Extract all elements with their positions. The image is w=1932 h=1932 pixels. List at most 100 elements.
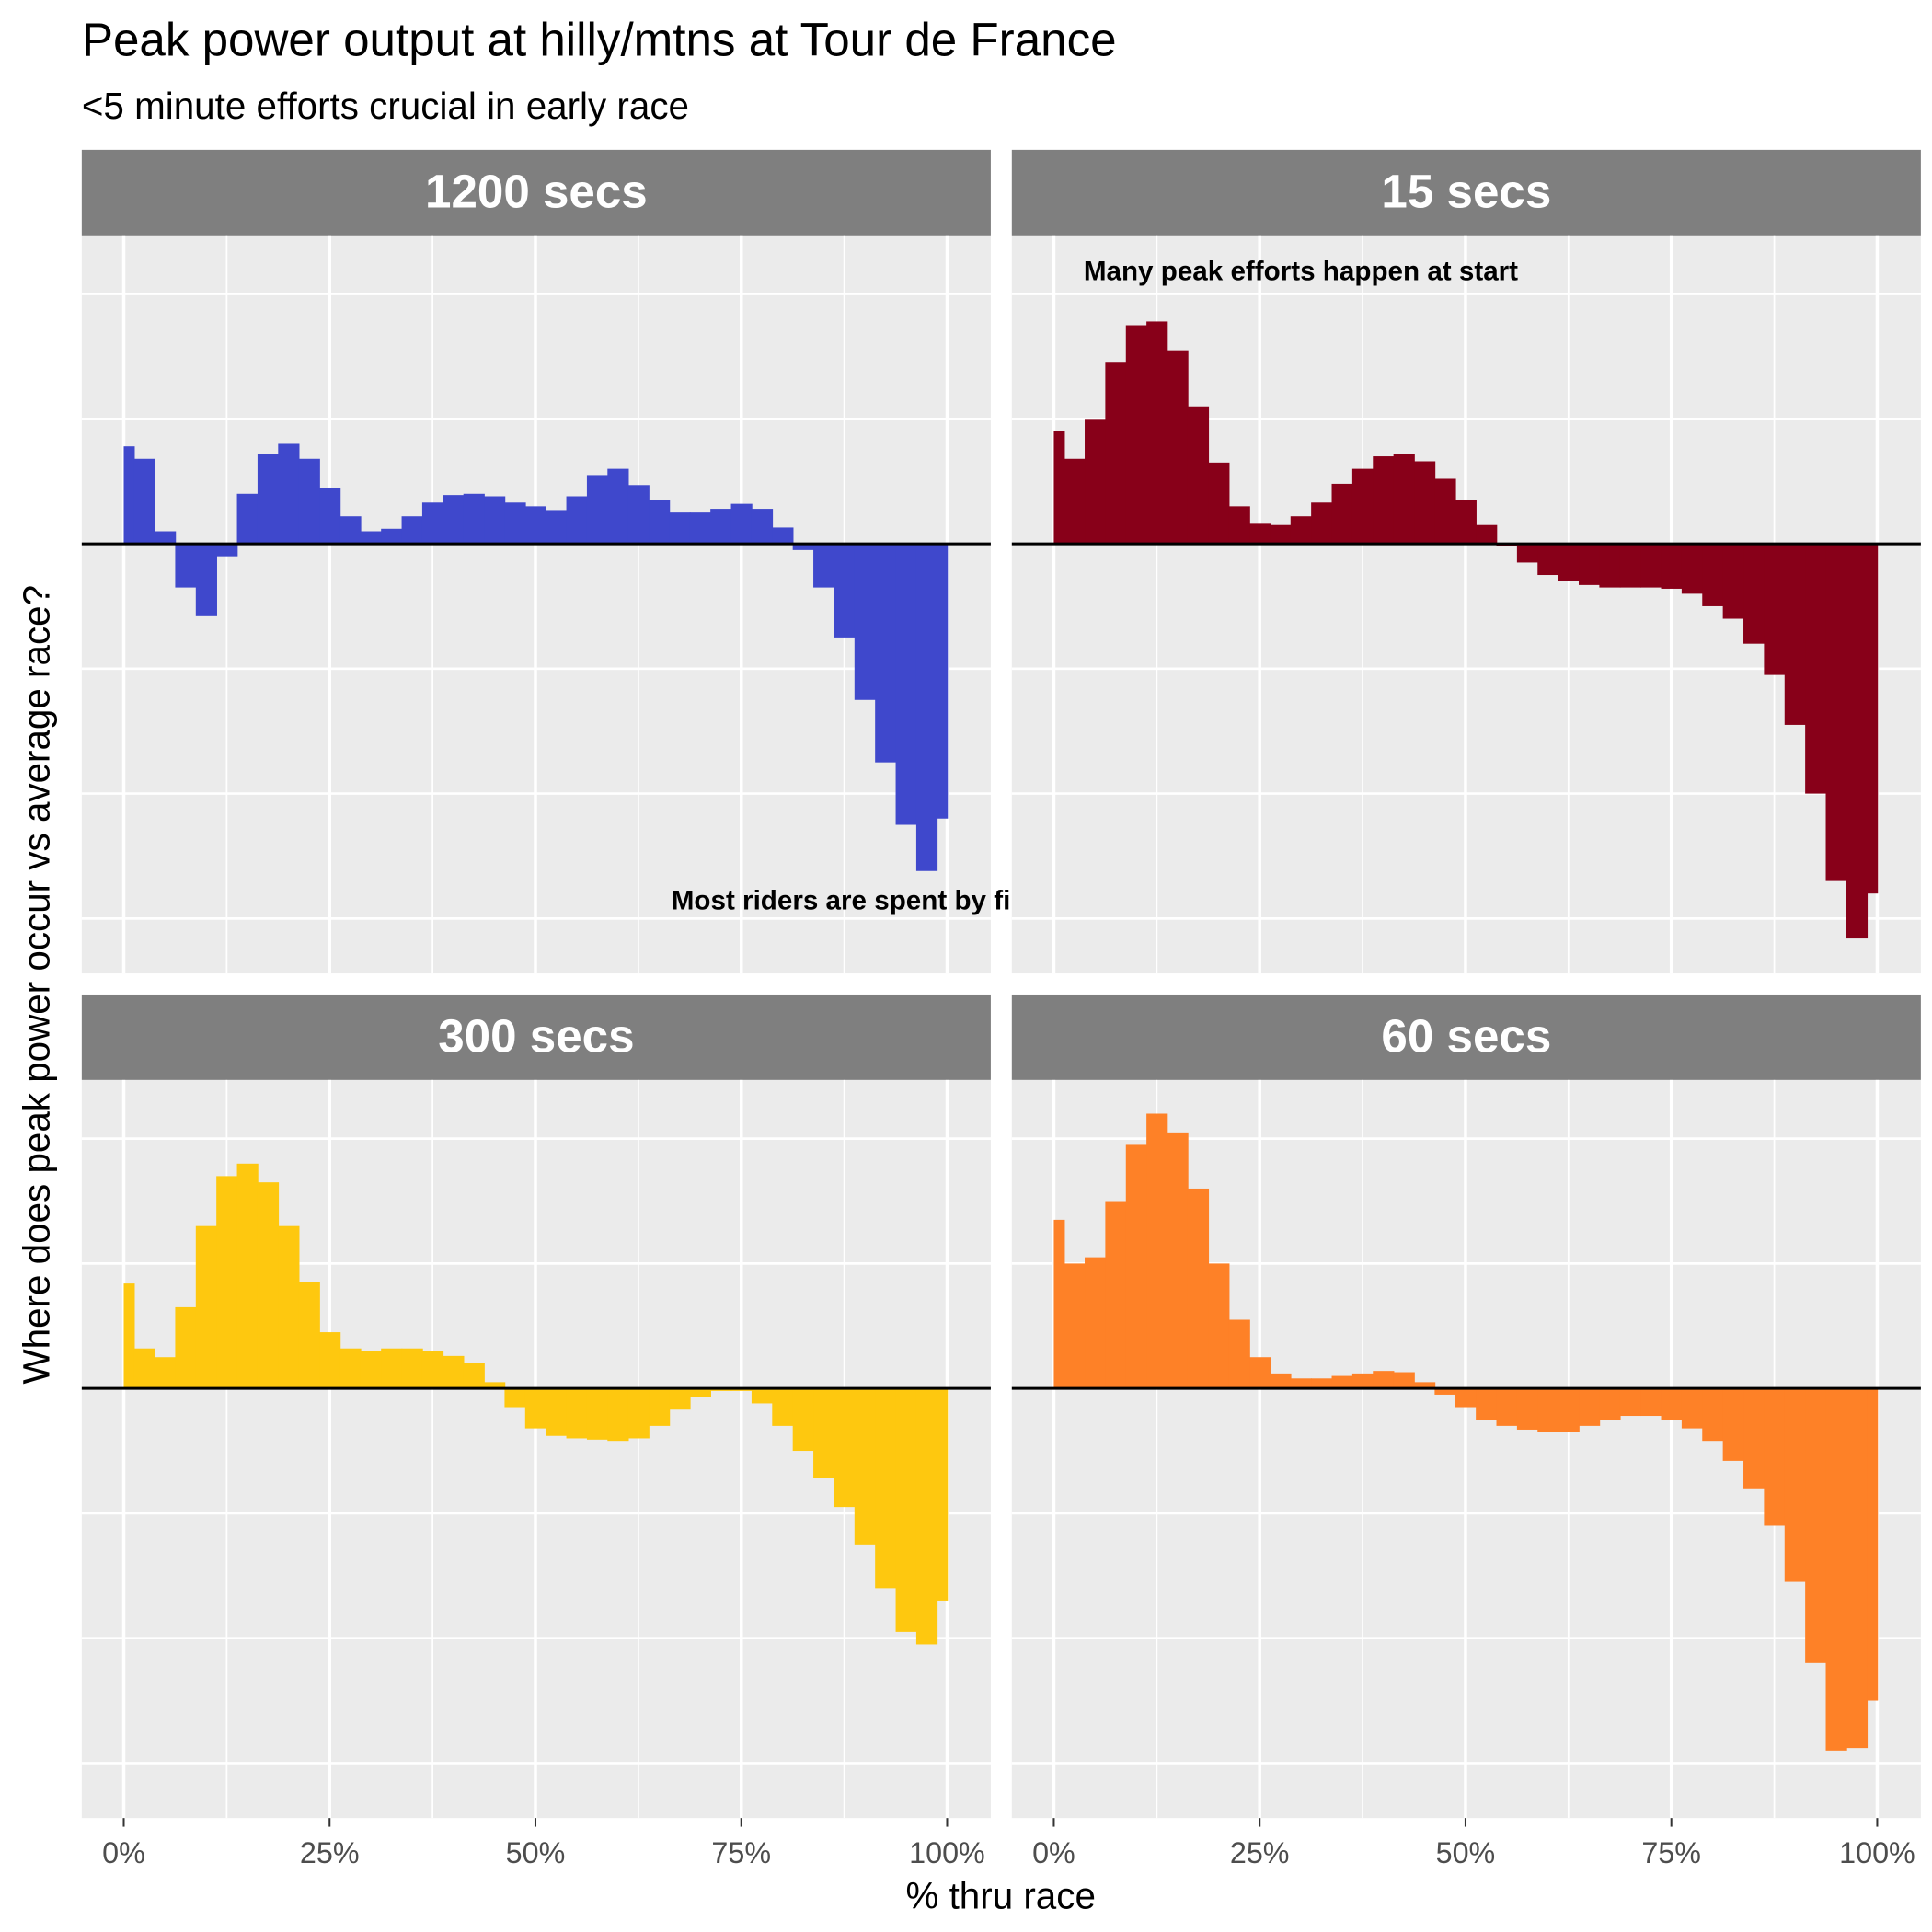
area-bar: [730, 503, 753, 545]
area-bar: [751, 1388, 774, 1404]
area-bar: [1805, 544, 1827, 794]
x-tick-label: 75%: [1641, 1836, 1701, 1869]
strip-background: [81, 994, 991, 1080]
area-bar: [1867, 1388, 1879, 1701]
area-bar: [937, 1388, 949, 1601]
area-bar: [1558, 1388, 1580, 1432]
area-bar: [484, 496, 506, 545]
area-bar: [278, 443, 300, 545]
area-bar: [1393, 454, 1415, 545]
strip-title: 15 secs: [1381, 166, 1551, 218]
area-bar: [1681, 544, 1704, 594]
area-bar: [1722, 1388, 1744, 1461]
area-bar: [1619, 1388, 1641, 1417]
area-bar: [1393, 1372, 1415, 1389]
strip-title: 300 secs: [438, 1010, 634, 1063]
strip-background: [1011, 149, 1921, 236]
area-bar: [854, 1388, 876, 1545]
area-bar: [319, 1332, 341, 1389]
x-tick-label: 0%: [1032, 1836, 1075, 1869]
area-bar: [421, 1351, 444, 1389]
area-bar: [1476, 524, 1498, 545]
area-bar: [1722, 544, 1744, 619]
area-bar: [1743, 1388, 1765, 1489]
area-bar: [195, 544, 217, 616]
area-bar: [1681, 1388, 1704, 1429]
area-bar: [875, 544, 897, 763]
area-bar: [1764, 1388, 1786, 1526]
area-bar: [484, 1382, 506, 1389]
x-tick-label: 25%: [300, 1836, 360, 1869]
area-bar: [1249, 1357, 1271, 1389]
area-bar: [669, 512, 691, 545]
area-bar: [1537, 1388, 1559, 1432]
area-bar: [1661, 544, 1683, 589]
area-bar: [875, 1388, 897, 1589]
area-bar: [1331, 483, 1353, 545]
area-bar: [1228, 1319, 1250, 1389]
area-bar: [524, 506, 546, 545]
area-bar: [123, 446, 135, 545]
area-bar: [401, 516, 423, 545]
area-bar: [155, 531, 177, 545]
area-bar: [1414, 461, 1436, 545]
area-bar: [1270, 524, 1292, 545]
area-bar: [1825, 544, 1847, 881]
area-bar: [627, 485, 650, 545]
area-bar: [546, 1388, 568, 1436]
area-bar: [1311, 1378, 1333, 1389]
area-bar: [1455, 500, 1477, 545]
area-bar: [1351, 1373, 1374, 1389]
area-bar: [524, 1388, 546, 1429]
x-tick-label: 100%: [909, 1836, 985, 1869]
area-bar: [1208, 462, 1230, 545]
strip-title: 60 secs: [1381, 1010, 1551, 1063]
area-bar: [1167, 350, 1189, 545]
area-bar: [772, 527, 794, 545]
area-bar: [443, 495, 465, 545]
area-bar: [689, 1388, 711, 1397]
area-bar: [1784, 544, 1806, 725]
area-bar: [710, 509, 732, 545]
area-bar: [360, 1351, 382, 1389]
x-tick-label: 75%: [711, 1836, 771, 1869]
area-bar: [1064, 458, 1086, 545]
area-bar: [133, 1348, 155, 1389]
area-bar: [915, 544, 938, 871]
area-bar: [1619, 544, 1641, 588]
area-bar: [195, 1225, 217, 1389]
area-bar: [1064, 1263, 1086, 1389]
area-bar: [298, 1282, 320, 1389]
area-bar: [1167, 1132, 1189, 1389]
area-bar: [1455, 1388, 1477, 1408]
area-bar: [1579, 1388, 1601, 1426]
annotation: Most riders are spent by finish: [672, 886, 1066, 916]
area-bar: [1434, 478, 1456, 545]
area-bar: [1187, 1188, 1210, 1389]
area-bar: [1125, 1144, 1147, 1389]
area-bar: [586, 475, 609, 545]
area-bar: [915, 1388, 938, 1645]
area-bar: [607, 1388, 629, 1442]
annotation: Many peak efforts happen at start: [1084, 256, 1518, 286]
area-bar: [566, 1388, 588, 1439]
x-tick-label: 100%: [1839, 1836, 1915, 1869]
area-bar: [546, 510, 568, 545]
chart-subtitle: <5 minute efforts crucial in early race: [82, 85, 689, 127]
area-bar: [649, 1388, 671, 1426]
area-bar: [1640, 1388, 1662, 1417]
area-bar: [1351, 468, 1374, 545]
area-bar: [339, 516, 362, 545]
area-bar: [854, 544, 876, 700]
area-bar: [1661, 1388, 1683, 1420]
area-bar: [834, 1388, 856, 1508]
area-bar: [360, 531, 382, 545]
area-bar: [216, 544, 238, 557]
area-bar: [1846, 1388, 1869, 1749]
area-bar: [1434, 1388, 1456, 1395]
area-bar: [1743, 544, 1765, 644]
area-bar: [401, 1348, 423, 1389]
area-bar: [1640, 544, 1662, 588]
area-bar: [1105, 362, 1127, 545]
area-bar: [1208, 1263, 1230, 1389]
